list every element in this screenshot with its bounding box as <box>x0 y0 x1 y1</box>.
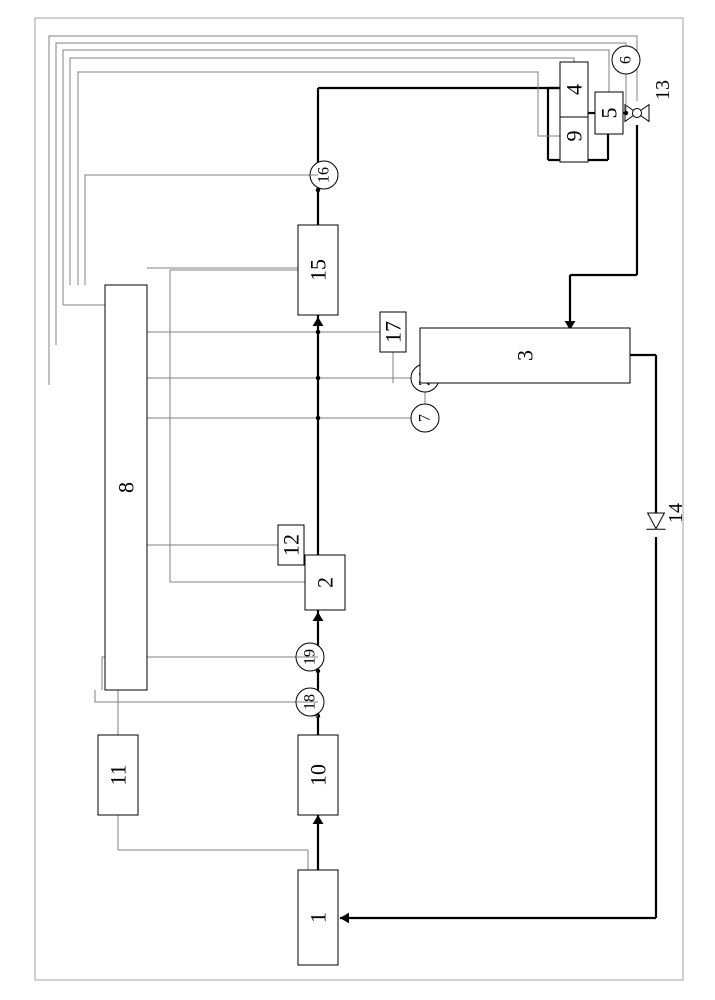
block-label-11: 11 <box>106 764 131 785</box>
sensor-label-6: 6 <box>618 56 635 64</box>
svg-text:5: 5 <box>597 108 622 119</box>
svg-text:4: 4 <box>562 84 587 95</box>
svg-text:15: 15 <box>306 259 331 281</box>
block-label-8: 8 <box>114 482 139 493</box>
sensor-label-16: 16 <box>316 167 333 183</box>
label-14: 14 <box>665 503 687 523</box>
svg-text:9: 9 <box>562 131 587 142</box>
block-label-1: 1 <box>306 912 331 923</box>
block-label-10: 10 <box>306 764 331 786</box>
svg-text:17: 17 <box>381 321 406 343</box>
svg-text:2: 2 <box>313 577 338 588</box>
sensor-label-7: 7 <box>417 414 434 422</box>
svg-text:12: 12 <box>279 534 304 556</box>
label-13: 13 <box>652 80 674 100</box>
svg-text:3: 3 <box>513 350 538 361</box>
block-diagram: 1234589101112151767161819201314317152129… <box>0 0 715 1000</box>
